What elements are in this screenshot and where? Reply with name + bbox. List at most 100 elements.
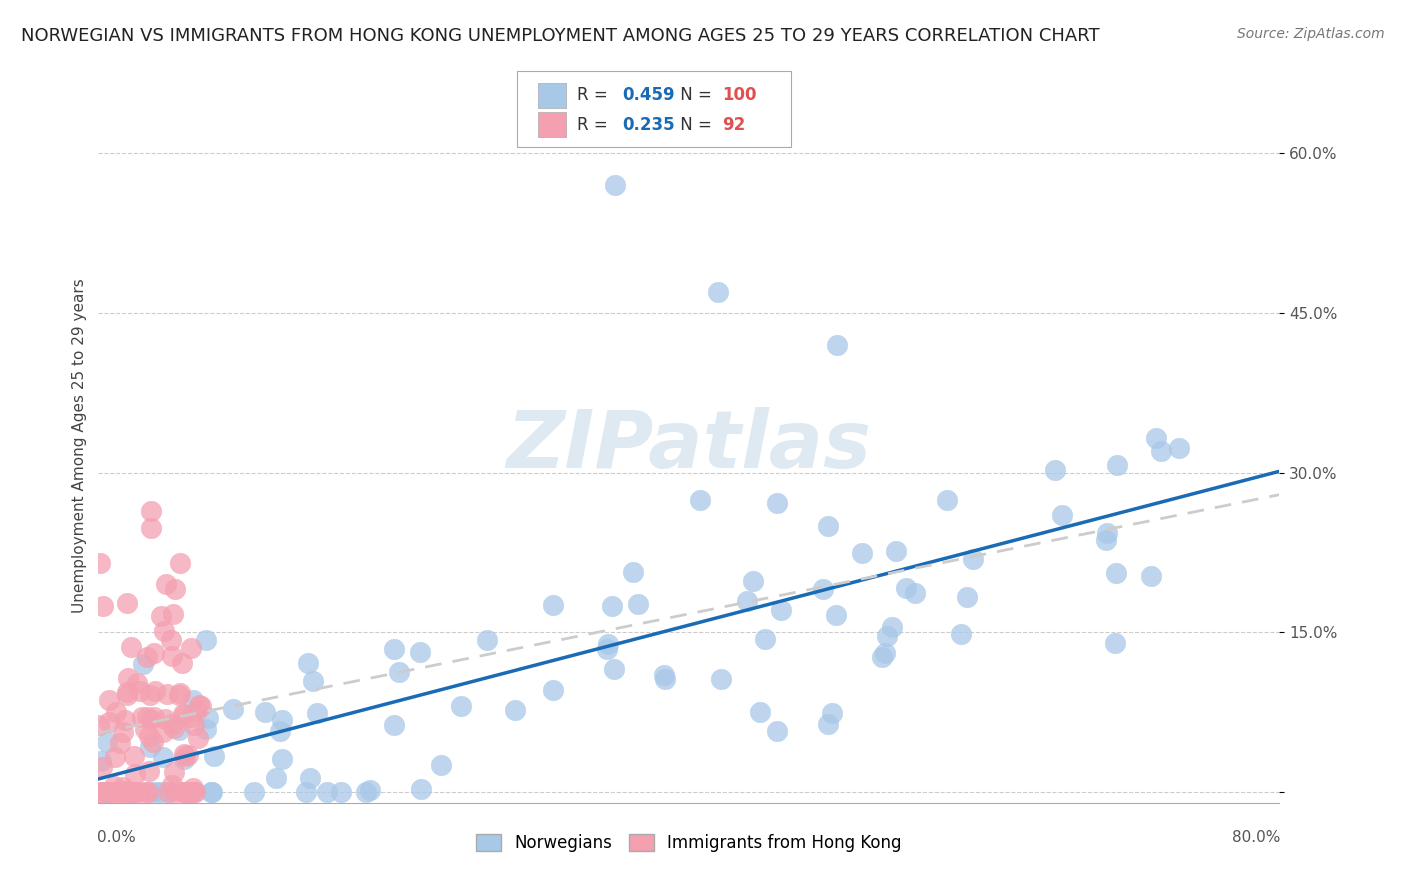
- Point: [710, 673, 733, 687]
- Point: [128, 683, 150, 698]
- Point: [89, 718, 111, 732]
- Point: [131, 710, 153, 724]
- Text: R =: R =: [576, 116, 613, 134]
- Point: [825, 607, 848, 622]
- Point: [875, 647, 897, 661]
- Point: [315, 785, 337, 799]
- Point: [851, 546, 873, 560]
- Point: [120, 640, 142, 654]
- Point: [150, 608, 173, 623]
- Point: [117, 671, 139, 685]
- Point: [136, 785, 159, 799]
- Point: [180, 785, 202, 799]
- Point: [543, 683, 565, 698]
- Point: [141, 785, 163, 799]
- Text: 0.0%: 0.0%: [97, 830, 136, 845]
- Point: [197, 711, 219, 725]
- Point: [111, 785, 134, 799]
- Point: [896, 581, 918, 595]
- Point: [163, 764, 186, 779]
- Point: [1107, 458, 1129, 472]
- Point: [359, 782, 381, 797]
- Point: [183, 718, 205, 732]
- Point: [167, 688, 190, 702]
- Point: [111, 725, 134, 739]
- Point: [242, 785, 264, 799]
- Point: [603, 662, 626, 676]
- Point: [122, 748, 145, 763]
- Point: [134, 722, 156, 736]
- Point: [749, 706, 772, 720]
- Text: ZIPatlas: ZIPatlas: [506, 407, 872, 485]
- Point: [187, 698, 209, 713]
- Point: [269, 723, 291, 738]
- Point: [882, 620, 904, 634]
- Text: R =: R =: [576, 87, 613, 104]
- Point: [382, 642, 405, 657]
- Point: [202, 749, 225, 764]
- Point: [120, 785, 142, 799]
- Point: [1104, 635, 1126, 649]
- Point: [742, 574, 765, 588]
- Text: NORWEGIAN VS IMMIGRANTS FROM HONG KONG UNEMPLOYMENT AMONG AGES 25 TO 29 YEARS CO: NORWEGIAN VS IMMIGRANTS FROM HONG KONG U…: [21, 27, 1099, 45]
- Point: [184, 785, 207, 799]
- Point: [143, 684, 166, 698]
- Text: N =: N =: [675, 116, 717, 134]
- Point: [104, 705, 127, 719]
- Point: [98, 785, 121, 799]
- Point: [754, 632, 776, 646]
- Point: [450, 698, 472, 713]
- Point: [103, 779, 125, 793]
- Point: [295, 785, 318, 799]
- Point: [596, 636, 619, 650]
- Point: [1095, 533, 1118, 548]
- Point: [153, 624, 176, 638]
- Point: [104, 749, 127, 764]
- Point: [91, 599, 114, 613]
- Text: Source: ZipAtlas.com: Source: ZipAtlas.com: [1237, 27, 1385, 41]
- Point: [299, 771, 322, 785]
- Point: [408, 645, 430, 659]
- Point: [98, 785, 121, 799]
- Point: [162, 607, 184, 621]
- Point: [122, 785, 145, 799]
- Point: [160, 648, 183, 663]
- Point: [766, 496, 789, 510]
- Point: [297, 657, 319, 671]
- Point: [97, 714, 120, 729]
- Point: [143, 646, 166, 660]
- Point: [170, 785, 193, 799]
- Point: [302, 674, 325, 689]
- Point: [91, 760, 114, 774]
- Point: [152, 749, 174, 764]
- Point: [153, 712, 176, 726]
- Point: [817, 717, 839, 731]
- Point: [124, 767, 146, 781]
- Point: [1144, 431, 1167, 445]
- Point: [935, 492, 957, 507]
- Y-axis label: Unemployment Among Ages 25 to 29 years: Unemployment Among Ages 25 to 29 years: [72, 278, 87, 614]
- Legend: Norwegians, Immigrants from Hong Kong: Norwegians, Immigrants from Hong Kong: [470, 827, 908, 859]
- Point: [87, 785, 110, 799]
- Point: [138, 764, 160, 779]
- Point: [115, 596, 138, 610]
- Point: [388, 665, 411, 679]
- Point: [107, 785, 129, 799]
- Point: [652, 667, 675, 681]
- Point: [89, 556, 111, 570]
- Point: [98, 693, 121, 707]
- Point: [135, 785, 157, 799]
- Point: [1139, 569, 1161, 583]
- Text: 92: 92: [721, 116, 745, 134]
- Point: [142, 734, 165, 748]
- Point: [114, 785, 136, 799]
- Point: [163, 582, 186, 597]
- Point: [475, 633, 498, 648]
- Point: [173, 785, 195, 799]
- Point: [125, 785, 148, 799]
- Point: [111, 780, 134, 794]
- Point: [143, 710, 166, 724]
- Point: [222, 701, 245, 715]
- Point: [90, 755, 112, 769]
- Point: [118, 785, 141, 799]
